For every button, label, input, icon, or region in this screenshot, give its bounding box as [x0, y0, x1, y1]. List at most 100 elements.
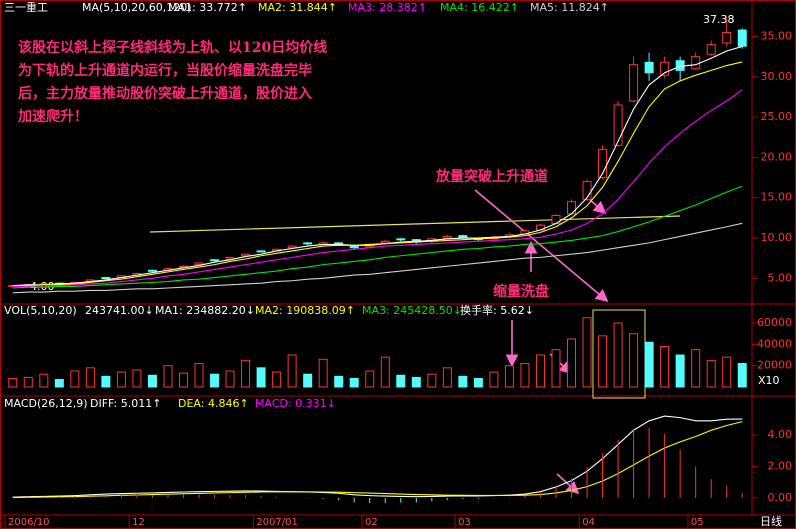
volume-bar [256, 367, 266, 388]
indicator: MACD(26,12,9) [4, 397, 88, 410]
volume-bar [396, 374, 406, 388]
y-tick-label: 5.00 [768, 271, 793, 284]
volume-bar [8, 377, 18, 388]
y-tick-label: 60000 [757, 316, 792, 329]
legend-entry: MA3: 245428.50↓ [362, 304, 462, 317]
x-tick-label: 2007/01 [256, 517, 298, 528]
legend-entry: MA1: 234882.20↓ [155, 304, 255, 317]
candle-body [567, 201, 577, 215]
legend-entry: MACD: 0.331↓ [255, 397, 336, 410]
line [12, 222, 743, 294]
volume-bar [691, 349, 701, 388]
volume-bar [287, 354, 297, 388]
volume-bar [210, 373, 220, 388]
volume-bar [178, 372, 188, 388]
legend-entry: 换手率: 5.62↓ [460, 303, 534, 317]
period-label: 日线 [760, 514, 782, 528]
volume-bar [132, 369, 142, 388]
volume-bar [194, 363, 204, 388]
candle-body [629, 64, 639, 102]
channel-line [149, 215, 681, 233]
volume-bar [644, 341, 654, 388]
legend-entry: MA3: 28.382↑ [348, 1, 427, 14]
volume-bar [598, 335, 608, 388]
volume-bar [427, 373, 437, 388]
candle-body [396, 238, 406, 241]
legend-entry: MA2: 190838.09↑ [255, 304, 355, 317]
volume-bar [675, 354, 685, 388]
legend-entry: MA4: 16.422↑ [440, 1, 519, 14]
volume-bar [473, 377, 483, 388]
y-tick-label: 10.00 [761, 231, 793, 244]
y-tick-label: 40000 [757, 337, 792, 350]
x-tick-label: 05 [691, 517, 704, 528]
volume-bar [70, 370, 80, 388]
volume-bar [551, 349, 561, 388]
volume-bar [163, 365, 173, 388]
line [12, 421, 743, 499]
candle-body [706, 44, 716, 55]
volume-bar [660, 346, 670, 388]
y-tick-label: 4.00 [768, 428, 793, 441]
volume-bar [489, 371, 499, 388]
legend-entry: MA2: 31.844↑ [258, 1, 337, 14]
volume-bar [349, 377, 359, 388]
volume-bar [147, 374, 157, 388]
volume-bar [85, 367, 95, 388]
candle-body [303, 242, 313, 245]
indicator: VOL(5,10,20) [4, 304, 77, 317]
volume-bar [54, 379, 64, 388]
candle-body [598, 148, 608, 179]
volume-bar [39, 373, 49, 388]
indicator: MA(5,10,20,60,120) [82, 1, 192, 14]
volume-bar [116, 371, 126, 388]
line [12, 89, 743, 287]
note-line: 后，主力放量推动股价突破上升通道，股价进入 [18, 85, 312, 102]
x-tick-label: 03 [458, 517, 471, 528]
candle-body [691, 56, 701, 70]
volume-bar [225, 370, 235, 388]
legend-entry: MA1: 33.772↑ [168, 1, 247, 14]
legend-entry: DIFF: 5.011↑ [90, 397, 161, 410]
min-label: 4.00 [30, 280, 55, 293]
y-tick-label: 2.00 [768, 459, 793, 472]
candle-body [737, 29, 747, 47]
callout: 缩量洗盘 [493, 283, 549, 300]
candle-body [225, 256, 235, 260]
volume-bar [458, 375, 468, 388]
candle-body [582, 181, 592, 200]
candle-body [287, 245, 297, 249]
candle-body [380, 240, 390, 244]
y-tick-label: 0.00 [768, 491, 793, 504]
y-tick-label: 15.00 [761, 191, 793, 204]
y-tick-label: 35.00 [761, 30, 793, 43]
volume-bar [567, 338, 577, 388]
volume-bar [272, 371, 282, 388]
candle-body [722, 31, 732, 44]
candle-body [194, 262, 204, 266]
note-line: 为下轨的上升通道内运行，当股价缩量洗盘完毕 [18, 62, 312, 79]
volume-bar [411, 376, 421, 388]
line [12, 415, 743, 498]
candle-body [660, 61, 670, 76]
y-tick-label: 20.00 [761, 150, 793, 163]
line [12, 185, 743, 289]
volume-bar [318, 358, 328, 388]
stock-name: 三一重工 [4, 0, 48, 14]
volume-bar [706, 359, 716, 388]
candle-body [256, 250, 266, 253]
legend-entry: DEA: 4.846↑ [178, 397, 249, 410]
volume-bar [241, 359, 251, 388]
volume-bar [442, 367, 452, 388]
y-tick-label: 25.00 [761, 110, 793, 123]
max-label: 37.38 [703, 13, 735, 26]
candle-body [210, 259, 220, 262]
volume-bar [582, 317, 592, 388]
volume-bar [303, 373, 313, 388]
volume-bar [380, 356, 390, 388]
candle-body [349, 245, 359, 249]
volume-bar [365, 370, 375, 388]
volume-bar [629, 333, 639, 388]
